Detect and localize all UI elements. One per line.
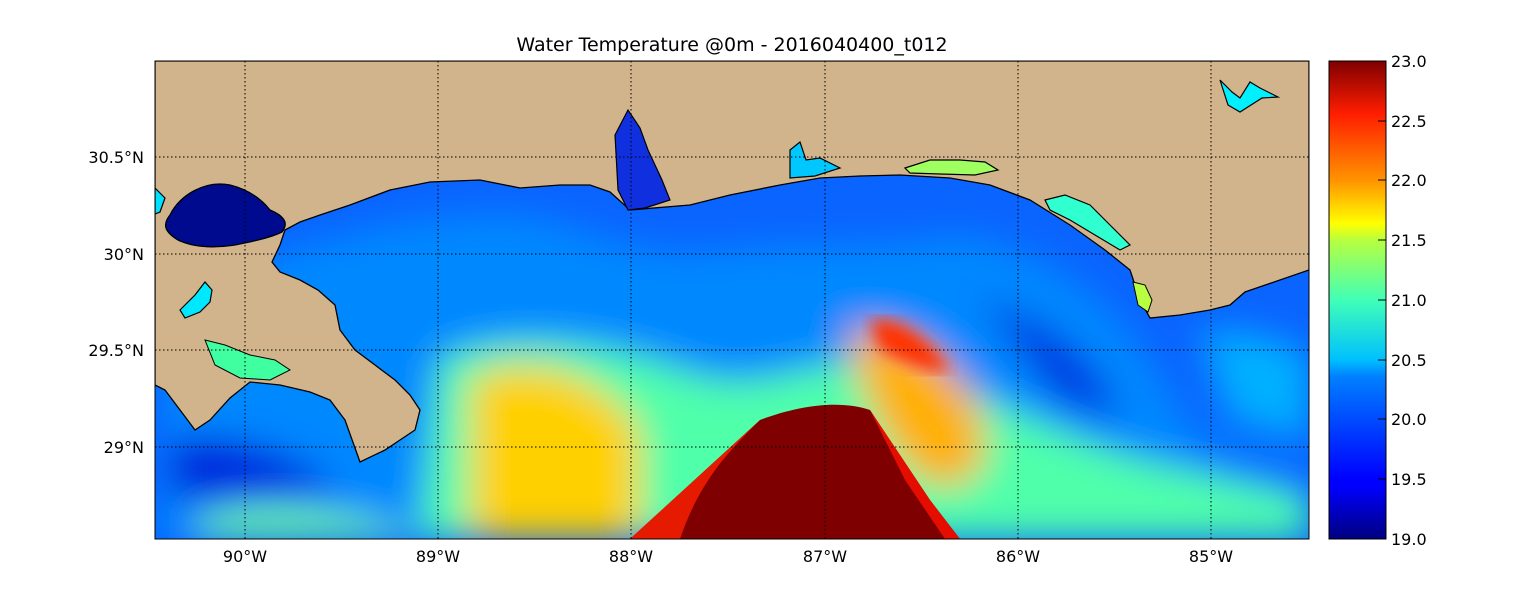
upper-right-lake [1219, 79, 1281, 113]
western-edge-water [155, 187, 166, 215]
colorbar-tick-label: 21.5 [1391, 231, 1427, 250]
lon-tick-label: 89°W [416, 547, 460, 566]
lat-tick-labels: 30.5°N 30°N 29.5°N 29°N [88, 148, 144, 457]
loop-current-core [630, 404, 960, 539]
lat-tick-label: 29.5°N [88, 341, 144, 360]
colorbar-ticks [1378, 60, 1386, 540]
lon-tick-label: 86°W [996, 547, 1040, 566]
colorbar-tick-label: 23.0 [1391, 52, 1427, 71]
lon-tick-label: 85°W [1189, 547, 1233, 566]
colorbar-gradient [1328, 60, 1387, 540]
colorbar-tick-label: 20.5 [1391, 351, 1427, 370]
choctawhatchee-bay [903, 159, 1000, 176]
colorbar: 23.0 22.5 22.0 21.5 21.0 20.5 20.0 19.5 … [1328, 52, 1427, 549]
colorbar-tick-label: 21.0 [1391, 291, 1427, 310]
map-title: Water Temperature @0m - 2016040400_t012 [516, 34, 948, 56]
marsh-water [204, 339, 291, 381]
land [155, 61, 1309, 463]
warm-core [870, 319, 950, 371]
mobile-bay [614, 108, 671, 211]
map-axes: 90°W 89°W 88°W 87°W 86°W 85°W 30.5°N 30°… [88, 60, 1310, 566]
lake [164, 183, 286, 248]
lat-tick-label: 29°N [104, 438, 144, 457]
lon-tick-label: 87°W [803, 547, 847, 566]
colorbar-tick-label: 22.0 [1391, 171, 1427, 190]
pensacola-bay [789, 140, 842, 179]
colorbar-tick-label: 22.5 [1391, 112, 1427, 131]
lon-tick-label: 88°W [609, 547, 653, 566]
lat-tick-label: 30.5°N [88, 148, 144, 167]
colorbar-tick-labels: 23.0 22.5 22.0 21.5 21.0 20.5 20.0 19.5 … [1391, 52, 1427, 549]
lon-tick-labels: 90°W 89°W 88°W 87°W 86°W 85°W [223, 547, 1233, 566]
graticule [155, 61, 1309, 539]
inland-lake [179, 281, 213, 319]
colorbar-tick-label: 20.0 [1391, 410, 1427, 429]
lat-tick-label: 30°N [104, 245, 144, 264]
st-andrew-bay [1044, 194, 1132, 251]
colorbar-tick-label: 19.0 [1391, 530, 1427, 549]
lon-tick-label: 90°W [223, 547, 267, 566]
colorbar-tick-label: 19.5 [1391, 470, 1427, 489]
map-frame [154, 60, 1310, 540]
temperature-field [155, 61, 1309, 539]
apalachicola-bay [1132, 281, 1153, 313]
